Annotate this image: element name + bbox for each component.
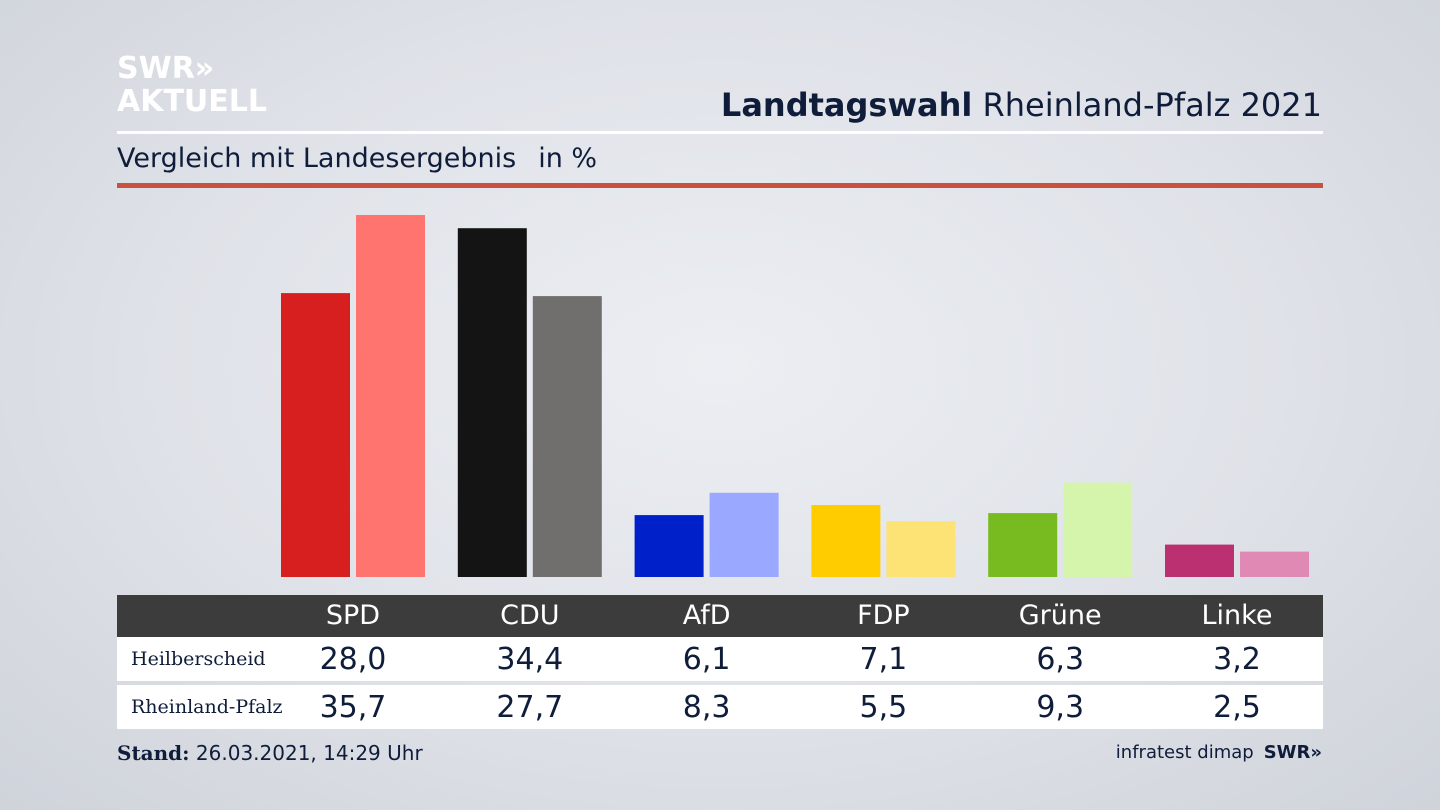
header-cell-linke: Linke	[1201, 600, 1273, 631]
subtitle-unit: in %	[538, 143, 598, 174]
stand-value: 26.03.2021, 14:29 Uhr	[195, 741, 423, 765]
table-cell: 34,4	[496, 642, 564, 677]
header-cell-afd: AfD	[682, 600, 731, 631]
bar-afd-heilberscheid	[634, 515, 704, 577]
bar-grüne-heilberscheid	[988, 513, 1058, 577]
bar-spd-rheinland-pfalz	[356, 215, 425, 577]
table-cell: 7,1	[859, 642, 908, 677]
table-cell: 35,7	[319, 690, 387, 725]
table-cell: 2,5	[1213, 690, 1261, 725]
source-credit: infratest dimap SWR»	[1116, 742, 1322, 763]
logo-line-1: SWR»	[117, 51, 215, 86]
table-cell: 9,3	[1036, 690, 1085, 725]
bar-linke-rheinland-pfalz	[1240, 551, 1309, 577]
table-cell: 3,2	[1213, 642, 1261, 677]
bar-cdu-rheinland-pfalz	[532, 296, 602, 577]
bar-grüne-rheinland-pfalz	[1063, 482, 1133, 577]
title-rest: Rheinland-Pfalz 2021	[982, 86, 1322, 124]
header-cell-cdu: CDU	[500, 600, 560, 631]
table-cell: 28,0	[319, 642, 387, 677]
table-cell: 27,7	[496, 690, 564, 725]
title-bold: Landtagswahl	[720, 86, 973, 124]
header-divider	[117, 131, 1323, 134]
row-label: Heilberscheid	[131, 648, 266, 670]
subtitle-divider	[117, 183, 1323, 188]
table-cell: 6,1	[682, 642, 731, 677]
bar-fdp-rheinland-pfalz	[886, 521, 956, 577]
logo-line-2: AKTUELL	[117, 84, 268, 119]
bar-spd-heilberscheid	[281, 293, 350, 577]
source-name: infratest dimap	[1115, 742, 1254, 763]
table-header: SPD CDU AfD FDP Grüne Linke	[117, 595, 1323, 637]
bar-fdp-heilberscheid	[811, 505, 881, 577]
table-row: Rheinland-Pfalz 35,7 27,7 8,3 5,5 9,3 2,…	[117, 685, 1323, 729]
chart-subtitle: Vergleich mit Landesergebnis in %	[117, 143, 597, 174]
header-cell-spd: SPD	[325, 600, 381, 631]
table-row: Heilberscheid 28,0 34,4 6,1 7,1 6,3 3,2	[117, 637, 1323, 681]
table-cell: 5,5	[859, 690, 908, 725]
header-cell-gruene: Grüne	[1018, 600, 1102, 631]
table-cell: 6,3	[1036, 642, 1085, 677]
bar-cdu-heilberscheid	[457, 228, 527, 577]
subtitle-text: Vergleich mit Landesergebnis	[117, 143, 517, 174]
bar-linke-heilberscheid	[1165, 544, 1234, 577]
page-title: Landtagswahl Rheinland-Pfalz 2021	[721, 86, 1322, 124]
row-label: Rheinland-Pfalz	[131, 696, 283, 718]
header-cell-fdp: FDP	[857, 600, 910, 631]
swr-aktuell-logo: SWR» AKTUELL	[117, 52, 277, 122]
table-cell: 8,3	[682, 690, 731, 725]
swr-brand: SWR»	[1263, 742, 1322, 763]
bar-afd-rheinland-pfalz	[709, 492, 779, 577]
stand-label: Stand:	[117, 741, 190, 765]
timestamp: Stand: 26.03.2021, 14:29 Uhr	[117, 741, 423, 765]
results-table: SPD CDU AfD FDP Grüne Linke Heilberschei…	[117, 595, 1323, 729]
